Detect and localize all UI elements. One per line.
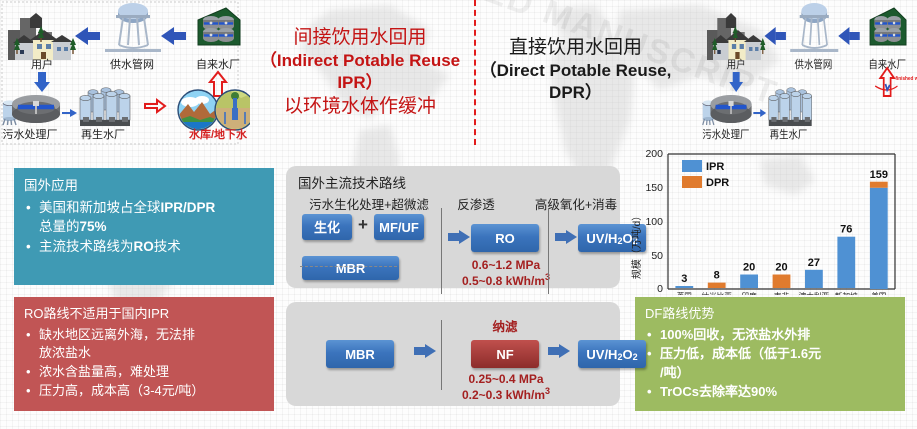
svg-text:新加坡: 新加坡 (835, 291, 858, 296)
svg-text:DPR: DPR (706, 177, 729, 189)
svg-text:100: 100 (645, 216, 663, 228)
svg-text:76: 76 (840, 224, 852, 236)
svg-text:自来水厂: 自来水厂 (196, 58, 240, 71)
svg-text:50: 50 (651, 250, 663, 262)
svg-text:finished water: finished water (895, 76, 917, 82)
svg-text:0: 0 (657, 283, 663, 295)
svg-text:供水管网: 供水管网 (110, 57, 154, 71)
svg-text:20: 20 (775, 262, 787, 274)
svg-text:规模（万吨/d）: 规模（万吨/d） (630, 211, 643, 279)
svg-text:27: 27 (808, 257, 820, 269)
svg-text:澳大利亚: 澳大利亚 (799, 291, 830, 296)
svg-text:印度: 印度 (742, 291, 758, 296)
svg-text:再生水厂: 再生水厂 (81, 127, 125, 141)
svg-text:污水处理厂: 污水处理厂 (3, 128, 58, 141)
svg-text:用户: 用户 (31, 57, 53, 71)
svg-text:150: 150 (645, 182, 663, 194)
svg-text:英国: 英国 (677, 291, 692, 296)
svg-text:8: 8 (714, 270, 720, 282)
svg-text:南非: 南非 (774, 291, 790, 296)
svg-text:IPR: IPR (706, 161, 724, 173)
svg-text:美国: 美国 (871, 291, 886, 296)
svg-text:20: 20 (743, 262, 755, 274)
svg-text:纳米比亚: 纳米比亚 (702, 291, 733, 296)
svg-text:用户: 用户 (727, 57, 746, 71)
svg-text:3: 3 (681, 273, 687, 285)
svg-text:159: 159 (870, 169, 888, 181)
svg-text:供水管网: 供水管网 (795, 57, 833, 71)
svg-text:200: 200 (645, 148, 663, 160)
svg-text:水库/地下水: 水库/地下水 (189, 127, 248, 141)
